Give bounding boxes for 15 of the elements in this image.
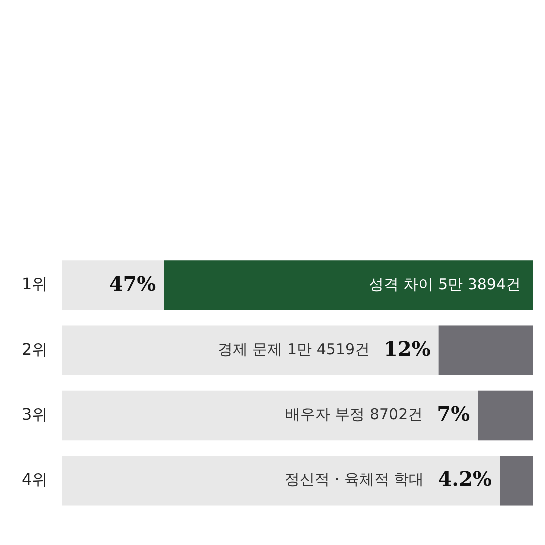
data-label: 12% [384,336,431,361]
bar [438,326,533,376]
bar [478,390,533,441]
annotation: 성격 차이 5만 3894건 [368,275,521,294]
annotation: 경제 문제 1만 4519건 [218,340,370,359]
y-tick-label: 4위 [22,470,48,490]
annotation: 정신적 · 육체적 학대 [285,470,424,489]
y-tick-label: 2위 [22,340,48,359]
data-label: 7% [437,402,470,426]
annotation: 배우자 부정 8702건 [285,406,424,424]
y-tick-label: 3위 [22,404,48,424]
y-tick-label: 1위 [22,274,48,294]
data-label: 47% [109,272,156,296]
bar [500,456,533,506]
data-label: 4.2% [438,467,492,492]
